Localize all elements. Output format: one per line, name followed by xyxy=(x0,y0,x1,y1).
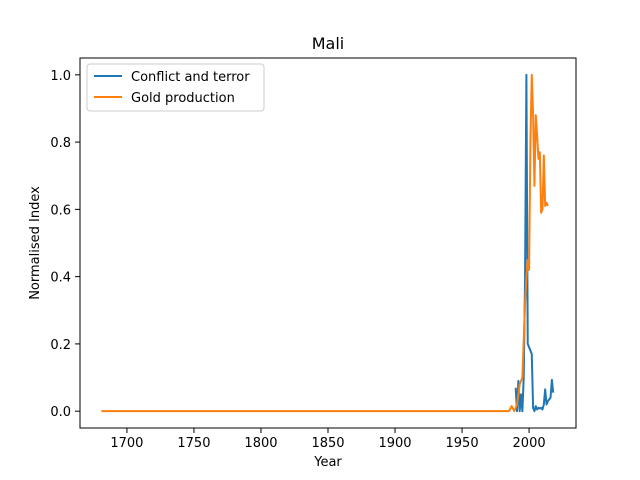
legend-label-gold: Gold production xyxy=(131,91,235,106)
legend-label-conflict: Conflict and terror xyxy=(131,70,250,85)
series-line-1 xyxy=(101,73,549,413)
chart-title: Mali xyxy=(312,34,345,53)
x-axis: 1700 1750 1800 1850 1900 1950 2000 xyxy=(110,428,546,451)
x-tick-label: 1850 xyxy=(311,436,344,451)
x-tick-label: 1950 xyxy=(446,436,479,451)
y-tick-label: 0.8 xyxy=(50,136,71,151)
plot-frame xyxy=(79,57,577,429)
plot-area xyxy=(101,73,555,413)
y-tick-label: 0.0 xyxy=(50,405,71,420)
y-tick-label: 0.2 xyxy=(50,338,71,353)
x-axis-label: Year xyxy=(313,455,342,470)
x-tick-label: 1800 xyxy=(244,436,277,451)
y-tick-label: 1.0 xyxy=(50,69,71,84)
y-axis: 0.0 0.2 0.4 0.6 0.8 1.0 xyxy=(50,69,80,420)
x-tick-label: 1750 xyxy=(177,436,210,451)
x-tick-label: 1900 xyxy=(378,436,411,451)
y-tick-label: 0.6 xyxy=(50,203,71,218)
y-axis-label: Normalised Index xyxy=(28,186,43,300)
legend: Conflict and terror Gold production xyxy=(86,63,265,112)
legend-box xyxy=(86,63,265,112)
series-line-0 xyxy=(514,73,555,413)
x-tick-label: 1700 xyxy=(110,436,143,451)
x-tick-label: 2000 xyxy=(513,436,546,451)
y-tick-label: 0.4 xyxy=(50,271,71,286)
